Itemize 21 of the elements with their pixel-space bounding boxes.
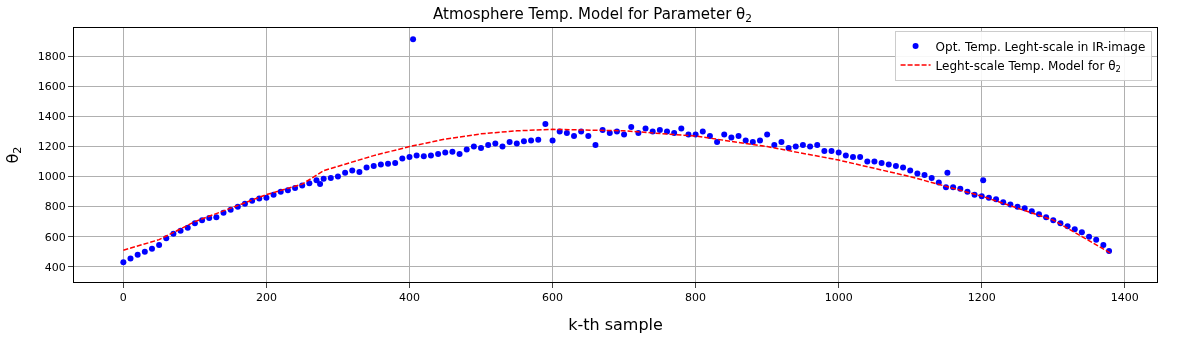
y-tick-label: 400 [44, 260, 66, 274]
y-tick-label: 800 [44, 200, 66, 214]
x-tick-label: 400 [398, 291, 420, 305]
y-tick-label: 1800 [37, 50, 66, 64]
y-tick-label: 1400 [37, 110, 66, 124]
chart-title: Atmosphere Temp. Model for Parameter θ$_{2}$ [433, 5, 752, 25]
x-tick-label: 800 [685, 291, 707, 305]
legend-label: Leght-scale Temp. Model for θ$_{2}$ [935, 58, 1121, 75]
x-tick-label: 1000 [824, 291, 853, 305]
legend-label: Opt. Temp. Leght-scale in IR-image [935, 39, 1146, 54]
x-axis-title: k-th sample [568, 314, 663, 334]
y-tick-label: 1200 [37, 140, 66, 154]
x-tick-label: 1400 [1110, 291, 1139, 305]
y-tick-label: 600 [44, 230, 66, 244]
y-tick-label: 1600 [37, 80, 66, 94]
line-series [122, 128, 1112, 254]
x-tick-label: 0 [119, 291, 127, 305]
x-tick-label: 1200 [967, 291, 996, 305]
x-tick-label: 200 [255, 291, 277, 305]
y-tick-label: 1000 [37, 170, 66, 184]
x-tick-label: 600 [542, 291, 564, 305]
